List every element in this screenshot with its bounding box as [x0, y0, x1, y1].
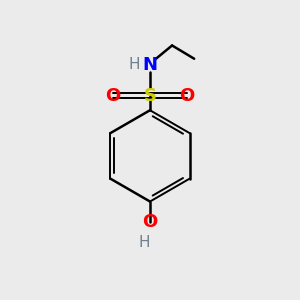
Text: O: O: [106, 86, 121, 104]
Text: H: H: [138, 235, 150, 250]
Text: H: H: [129, 57, 140, 72]
Text: S: S: [143, 86, 157, 104]
Text: O: O: [142, 213, 158, 231]
Text: O: O: [179, 86, 194, 104]
Text: N: N: [142, 56, 158, 74]
